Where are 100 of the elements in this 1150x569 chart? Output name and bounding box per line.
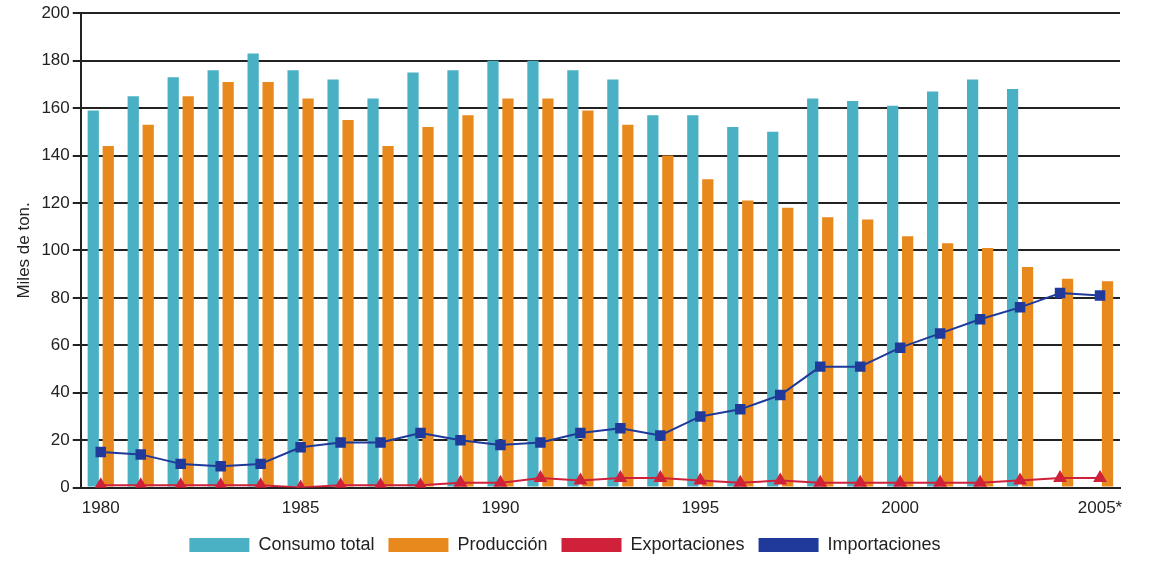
bar [542,98,554,487]
bar [527,60,539,487]
point [215,461,226,472]
point [814,361,826,372]
point [615,423,626,434]
point [614,471,627,483]
x-tick-label: 1990 [481,498,520,518]
point [495,439,506,451]
bar [1006,89,1019,487]
bar [567,70,579,487]
bar [847,100,859,487]
y-tick-label: 180 [41,50,70,70]
legend-label: Consumo total [258,533,375,554]
bar [782,207,794,487]
point [1013,473,1027,485]
point [654,471,667,483]
y-tick-label: 40 [50,382,70,402]
bar [1101,281,1114,487]
bar [102,146,114,487]
y-tick-label: 120 [41,192,70,212]
x-tick-label: 1995 [681,498,720,518]
legend-label: Importaciones [827,533,941,554]
point [255,458,266,470]
bar [222,81,234,487]
point [1054,287,1066,299]
point [695,411,706,422]
point [735,404,746,415]
point [415,427,426,439]
point [494,475,507,487]
x-tick-label: 1985 [281,498,320,518]
bar [902,236,914,487]
y-axis-title: Miles de ton. [13,202,33,299]
bar [807,98,819,487]
bar [607,79,619,487]
bar [327,79,339,487]
bar [142,124,154,487]
x-tick-label: 1980 [81,498,120,518]
point [774,473,787,485]
point [854,361,866,372]
point [893,475,907,487]
bar [167,77,179,487]
bar [822,217,834,487]
point [1093,471,1107,483]
bar [367,98,379,487]
bar [662,155,674,487]
y-tick-label: 100 [41,240,70,260]
bar [287,70,299,487]
point [1014,302,1026,313]
point [535,437,546,448]
legend-label: Producción [457,533,548,554]
bar [1021,267,1034,487]
point [95,446,106,458]
bar [942,243,954,487]
bar [262,81,274,487]
point [894,342,906,353]
bar [447,70,459,487]
point [534,471,547,483]
x-tick-label: 2000 [881,498,920,518]
x-tick-label: 2005* [1077,498,1123,518]
y-tick-label: 0 [60,477,70,497]
bar [862,219,874,487]
point [455,434,466,446]
y-tick-label: 20 [50,429,70,449]
legend-label: Exportaciones [630,533,745,554]
bar [487,60,499,487]
point [655,430,666,441]
bar [966,79,979,487]
point [973,475,987,487]
point [1094,290,1106,301]
point [1053,471,1067,483]
point [694,473,707,485]
point [933,475,947,487]
bar [927,91,939,487]
y-tick-label: 80 [50,287,70,307]
bar [182,96,194,487]
bar [647,115,659,487]
y-tick-label: 140 [41,145,70,165]
bar [207,70,219,487]
bar [422,127,434,487]
bar [382,146,394,487]
bar [87,110,99,487]
point [974,313,986,325]
point [734,475,747,487]
point [175,458,186,470]
bar [462,115,474,487]
bar [702,179,714,487]
point [814,475,827,487]
point [335,437,346,448]
bar [127,96,139,487]
bar [582,110,594,487]
point [854,475,867,487]
bar [247,53,259,487]
bar [407,72,419,487]
point [454,475,467,487]
bar [687,115,699,487]
point [295,442,306,453]
bar [742,200,754,487]
y-tick-label: 160 [41,97,70,117]
bar [1061,278,1074,487]
bar [887,105,899,487]
